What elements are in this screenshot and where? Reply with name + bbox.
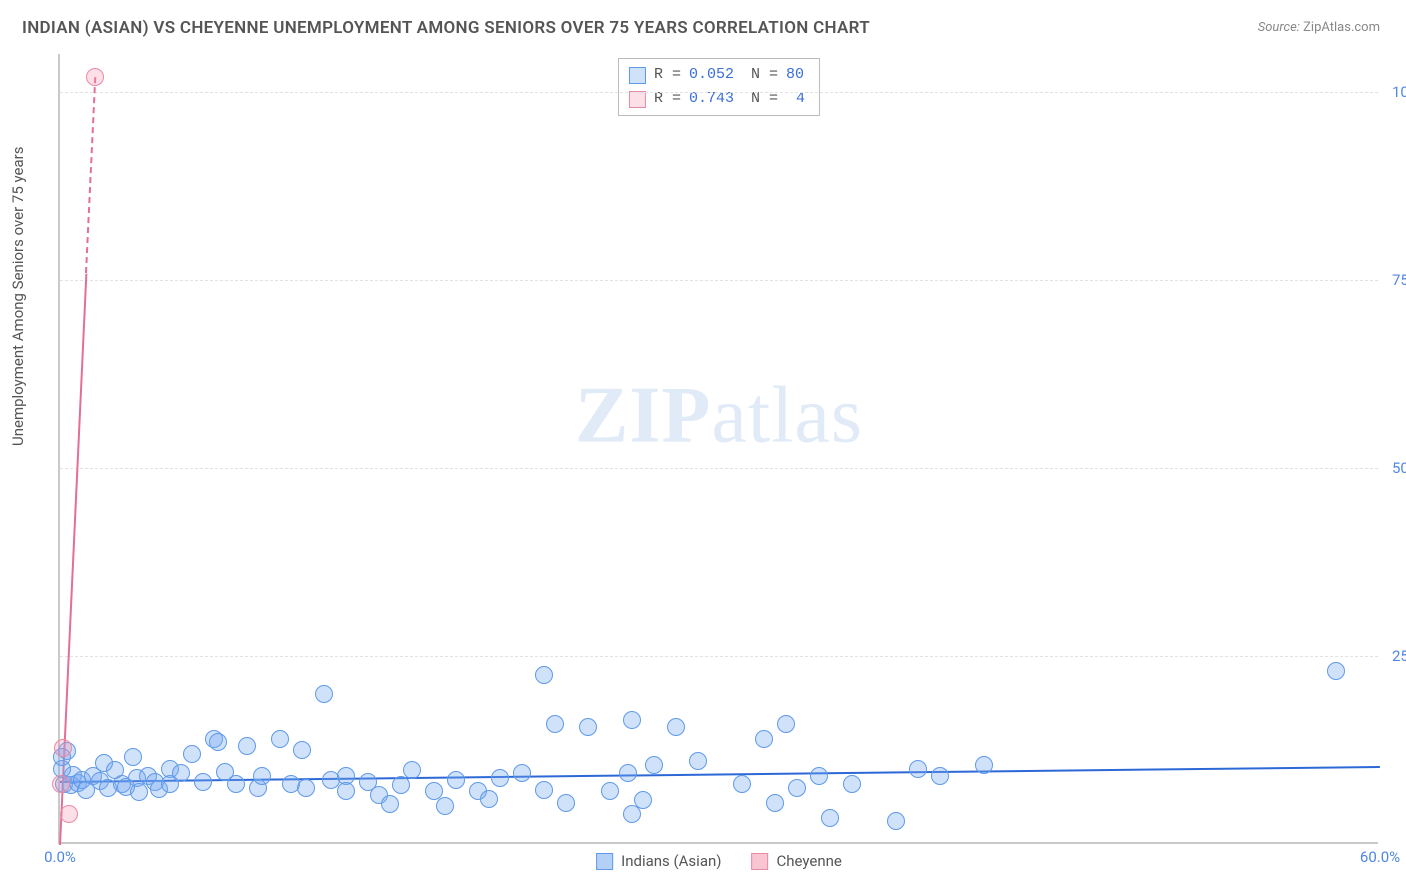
marker-cheyenne	[86, 68, 104, 86]
marker-indians	[293, 741, 311, 759]
stat-n-value-indians: 80	[786, 63, 804, 87]
source-attribution: Source: ZipAtlas.com	[1258, 20, 1380, 35]
chart-title: INDIAN (ASIAN) VS CHEYENNE UNEMPLOYMENT …	[22, 18, 870, 38]
gridline	[60, 280, 1378, 281]
marker-cheyenne	[52, 775, 70, 793]
x-tick-label: 60.0%	[1360, 848, 1400, 866]
watermark-bold: ZIP	[575, 372, 711, 460]
stat-r-value-indians: 0.052	[689, 63, 734, 87]
marker-indians	[887, 812, 905, 830]
y-tick-label: 75.0%	[1382, 271, 1406, 289]
marker-indians	[337, 782, 355, 800]
stat-n-label: N =	[742, 63, 778, 87]
marker-indians	[667, 718, 685, 736]
marker-indians	[931, 767, 949, 785]
marker-indians	[271, 730, 289, 748]
x-tick-label: 0.0%	[44, 848, 76, 866]
legend-item-indians: Indians (Asian)	[596, 852, 721, 870]
marker-indians	[788, 779, 806, 797]
marker-indians	[403, 761, 421, 779]
marker-indians	[253, 767, 271, 785]
legend-swatch-indians	[596, 853, 613, 870]
source-value: ZipAtlas.com	[1303, 20, 1380, 35]
stat-n-value-cheyenne: 4	[786, 87, 805, 111]
stats-row-cheyenne: R = 0.743 N = 4	[629, 87, 805, 111]
gridline	[60, 468, 1378, 469]
legend-item-cheyenne: Cheyenne	[751, 852, 841, 870]
legend-swatch-cheyenne	[751, 853, 768, 870]
marker-indians	[227, 775, 245, 793]
stats-legend-box: R = 0.052 N = 80 R = 0.743 N = 4	[618, 58, 820, 116]
marker-cheyenne	[60, 805, 78, 823]
marker-indians	[447, 771, 465, 789]
marker-indians	[209, 733, 227, 751]
marker-cheyenne	[54, 739, 72, 757]
swatch-indians	[629, 67, 646, 84]
marker-indians	[755, 730, 773, 748]
marker-indians	[975, 756, 993, 774]
source-label: Source:	[1258, 20, 1300, 35]
legend-label-indians: Indians (Asian)	[621, 852, 721, 870]
marker-indians	[810, 767, 828, 785]
marker-indians	[297, 779, 315, 797]
marker-indians	[392, 776, 410, 794]
legend-label-cheyenne: Cheyenne	[776, 852, 841, 870]
y-tick-label: 25.0%	[1382, 647, 1406, 665]
y-tick-label: 100.0%	[1382, 83, 1406, 101]
marker-indians	[535, 781, 553, 799]
marker-indians	[601, 782, 619, 800]
marker-indians	[645, 756, 663, 774]
marker-indians	[381, 795, 399, 813]
marker-indians	[843, 775, 861, 793]
marker-indians	[480, 790, 498, 808]
marker-indians	[1327, 662, 1345, 680]
marker-indians	[535, 666, 553, 684]
marker-indians	[425, 782, 443, 800]
watermark: ZIPatlas	[575, 371, 863, 462]
marker-indians	[546, 715, 564, 733]
series-legend: Indians (Asian) Cheyenne	[596, 852, 842, 870]
gridline	[60, 656, 1378, 657]
marker-indians	[821, 809, 839, 827]
marker-indians	[513, 764, 531, 782]
stat-n-label: N =	[742, 87, 778, 111]
marker-indians	[634, 791, 652, 809]
y-tick-label: 50.0%	[1382, 459, 1406, 477]
marker-indians	[183, 745, 201, 763]
chart-plot-area: ZIPatlas R = 0.052 N = 80 R = 0.743 N = …	[58, 54, 1378, 844]
marker-indians	[194, 773, 212, 791]
trend-line	[85, 78, 96, 274]
marker-indians	[766, 794, 784, 812]
watermark-light: atlas	[711, 372, 863, 460]
marker-indians	[557, 794, 575, 812]
stat-r-label: R =	[654, 87, 681, 111]
stats-row-indians: R = 0.052 N = 80	[629, 63, 805, 87]
gridline	[60, 92, 1378, 93]
marker-indians	[436, 797, 454, 815]
marker-indians	[172, 764, 190, 782]
y-axis-label: Unemployment Among Seniors over 75 years	[9, 147, 27, 446]
swatch-cheyenne	[629, 91, 646, 108]
marker-indians	[579, 718, 597, 736]
marker-indians	[689, 752, 707, 770]
stat-r-value-cheyenne: 0.743	[689, 87, 734, 111]
marker-indians	[315, 685, 333, 703]
marker-indians	[124, 748, 142, 766]
marker-indians	[623, 711, 641, 729]
stat-r-label: R =	[654, 63, 681, 87]
marker-indians	[238, 737, 256, 755]
marker-indians	[619, 764, 637, 782]
marker-indians	[491, 769, 509, 787]
marker-indians	[909, 760, 927, 778]
marker-indians	[777, 715, 795, 733]
marker-indians	[733, 775, 751, 793]
